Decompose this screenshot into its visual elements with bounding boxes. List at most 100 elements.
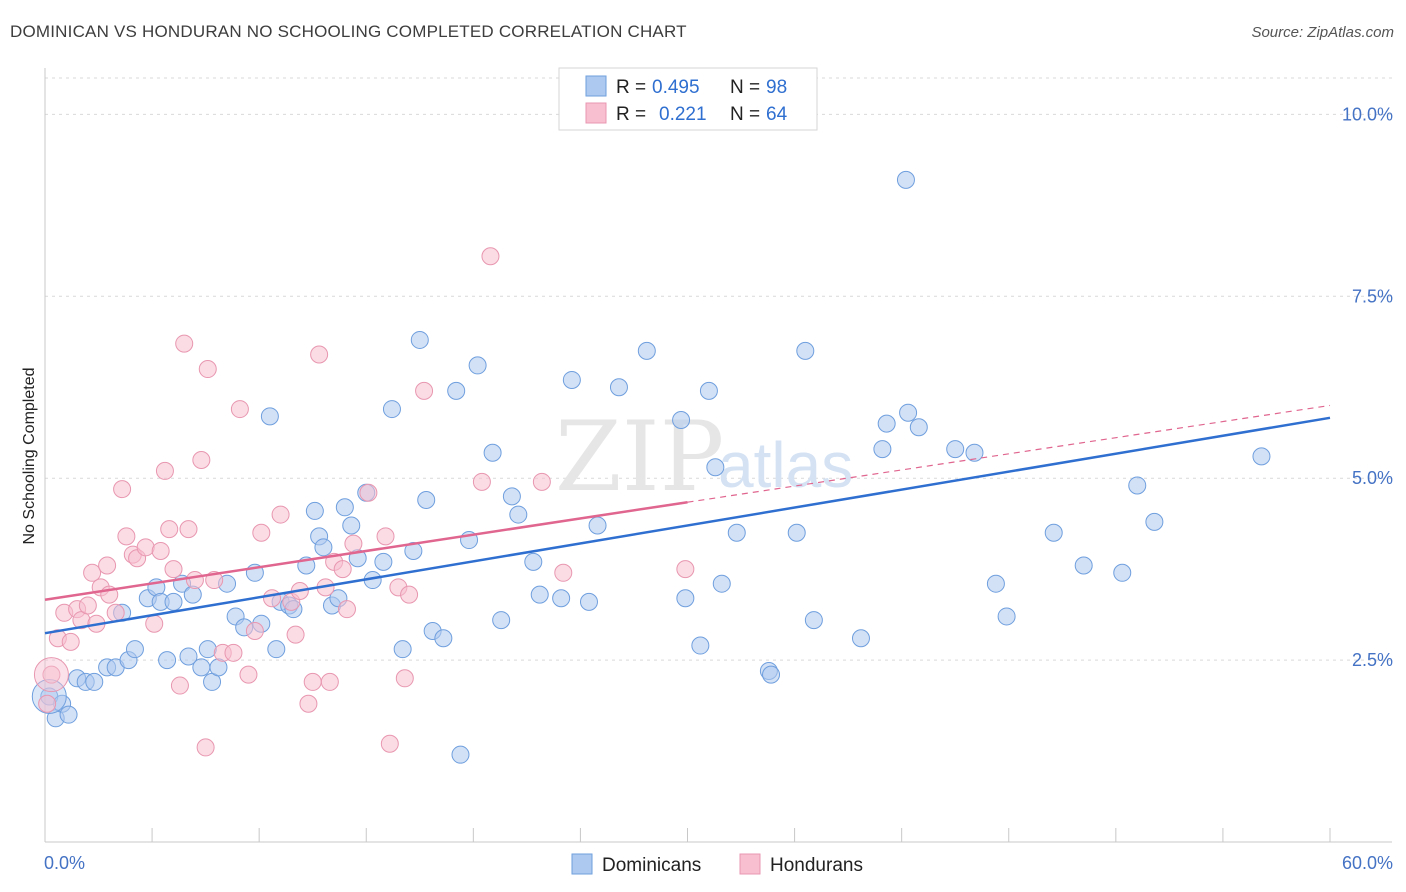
point-dominicans xyxy=(676,589,695,608)
legend-n-label-1: N = xyxy=(730,77,760,98)
point-dominicans xyxy=(609,378,628,397)
point-hondurans xyxy=(136,538,155,557)
point-hondurans xyxy=(38,694,57,713)
point-hondurans xyxy=(344,534,363,553)
top-legend: R = 0.495 N = 98 R = 0.221 N = 64 xyxy=(558,67,818,131)
y-tick-labels: 2.5% 5.0% 7.5% 10.0% xyxy=(1342,104,1393,670)
point-hondurans xyxy=(198,360,217,379)
legend-n-label-2: N = xyxy=(730,104,760,125)
point-hondurans xyxy=(415,381,434,400)
point-hondurans xyxy=(117,527,136,546)
point-dominicans xyxy=(85,672,104,691)
y-axis-label: No Schooling Completed xyxy=(21,368,38,545)
point-dominicans xyxy=(1113,563,1132,582)
point-dominicans xyxy=(417,491,436,510)
point-hondurans xyxy=(400,585,419,604)
point-dominicans xyxy=(1044,523,1063,542)
point-dominicans xyxy=(451,745,470,764)
point-dominicans xyxy=(873,440,892,459)
point-hondurans xyxy=(320,672,339,691)
legend-swatch-hondurans xyxy=(585,102,607,124)
point-dominicans xyxy=(706,458,725,477)
bottom-legend-swatch-hondurans xyxy=(739,853,761,875)
point-dominicans xyxy=(305,501,324,520)
x-tick-label-min: 0.0% xyxy=(44,853,85,873)
point-hondurans xyxy=(310,345,329,364)
trend-extension-hondurans xyxy=(687,404,1331,503)
point-hondurans xyxy=(61,632,80,651)
point-hondurans xyxy=(78,596,97,615)
point-dominicans xyxy=(877,414,896,433)
point-dominicans xyxy=(552,589,571,608)
legend-r-value-1: 0.495 xyxy=(652,77,700,98)
point-hondurans xyxy=(170,676,189,695)
point-dominicans xyxy=(382,400,401,419)
point-hondurans xyxy=(185,571,204,590)
point-dominicans xyxy=(691,636,710,655)
x-tick-label-max: 60.0% xyxy=(1342,853,1393,873)
watermark-atlas: atlas xyxy=(718,429,853,501)
point-hondurans xyxy=(151,541,170,560)
point-dominicans xyxy=(393,640,412,659)
point-dominicans xyxy=(314,538,333,557)
legend-n-value-2: 64 xyxy=(766,104,788,125)
point-dominicans xyxy=(1074,556,1093,575)
point-hondurans xyxy=(333,560,352,579)
point-hondurans xyxy=(42,665,61,684)
point-dominicans xyxy=(579,592,598,611)
point-hondurans xyxy=(303,672,322,691)
point-dominicans xyxy=(468,356,487,375)
point-hondurans xyxy=(164,560,183,579)
point-dominicans xyxy=(637,341,656,360)
legend-r-value-2: 0.221 xyxy=(659,104,707,125)
bottom-legend-dominicans: Dominicans xyxy=(602,855,701,876)
point-dominicans xyxy=(342,516,361,535)
point-hondurans xyxy=(230,400,249,419)
point-dominicans xyxy=(804,611,823,630)
point-dominicans xyxy=(158,651,177,670)
data-points xyxy=(31,170,1271,764)
trend-line-hondurans xyxy=(44,500,688,601)
point-hondurans xyxy=(286,625,305,644)
point-dominicans xyxy=(260,407,279,426)
point-dominicans xyxy=(588,516,607,535)
point-dominicans xyxy=(492,611,511,630)
point-dominicans xyxy=(447,381,466,400)
y-tick-label: 7.5% xyxy=(1352,286,1393,306)
bottom-legend-hondurans: Hondurans xyxy=(770,855,863,876)
point-dominicans xyxy=(727,523,746,542)
point-hondurans xyxy=(263,589,282,608)
point-dominicans xyxy=(787,523,806,542)
legend-swatch-dominicans xyxy=(585,75,607,97)
point-dominicans xyxy=(1145,512,1164,531)
point-dominicans xyxy=(267,640,286,659)
point-hondurans xyxy=(192,451,211,469)
point-hondurans xyxy=(83,563,102,582)
point-hondurans xyxy=(376,527,395,546)
y-tick-label: 2.5% xyxy=(1352,650,1393,670)
point-hondurans xyxy=(359,483,378,502)
point-dominicans xyxy=(502,487,521,506)
point-dominicans xyxy=(404,541,423,560)
point-hondurans xyxy=(271,505,290,524)
point-hondurans xyxy=(245,621,264,640)
point-dominicans xyxy=(434,629,453,648)
point-dominicans xyxy=(965,443,984,462)
point-hondurans xyxy=(175,334,194,353)
point-dominicans xyxy=(164,592,183,611)
point-hondurans xyxy=(532,472,551,491)
point-hondurans xyxy=(380,734,399,753)
point-hondurans xyxy=(196,738,215,757)
point-dominicans xyxy=(796,341,815,360)
point-dominicans xyxy=(562,370,581,389)
point-dominicans xyxy=(699,381,718,400)
y-tick-label: 10.0% xyxy=(1342,104,1393,124)
legend-n-value-1: 98 xyxy=(766,77,787,98)
bottom-legend-swatch-dominicans xyxy=(571,853,593,875)
point-hondurans xyxy=(160,520,179,539)
point-dominicans xyxy=(335,498,354,517)
point-hondurans xyxy=(395,669,414,688)
point-dominicans xyxy=(509,505,528,524)
point-hondurans xyxy=(155,461,174,480)
